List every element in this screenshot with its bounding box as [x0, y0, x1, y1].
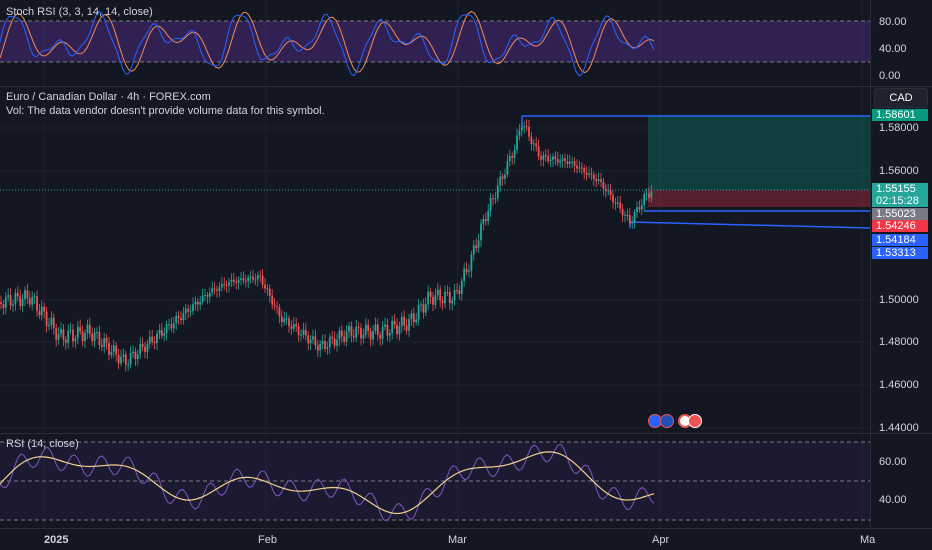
time-tick: 2025: [44, 534, 69, 546]
price-tick: 1.48000: [879, 336, 919, 348]
candles: [0, 119, 653, 372]
stoch-tick: 0.00: [879, 70, 901, 82]
currency-button[interactable]: CAD: [874, 88, 928, 108]
stoch-price-axis[interactable]: 80.00 40.00 0.00: [870, 0, 932, 86]
rsi-axis[interactable]: 60.00 40.00: [870, 434, 932, 528]
time-axis[interactable]: 2025 Feb Mar Apr Ma: [0, 529, 932, 550]
stoch-k-line: [0, 10, 655, 77]
target-zone: [648, 116, 870, 190]
bottom-line: [629, 221, 870, 229]
stop-zone: [648, 190, 870, 207]
rsi-title: RSI (14, close): [6, 438, 79, 450]
pane-separator[interactable]: [0, 433, 932, 434]
rsi-line: [0, 443, 655, 522]
stoch-tick: 40.00: [879, 43, 907, 55]
stoch-band: [0, 21, 870, 62]
countdown-tag: 02:15:28: [872, 195, 928, 207]
rsi-tick: 60.00: [879, 456, 907, 468]
blue-level-tag: 1.54184: [872, 234, 928, 246]
time-tick: Ma: [860, 534, 876, 546]
pane-separator: [0, 528, 932, 529]
price-tick: 1.50000: [879, 294, 919, 306]
stoch-tick: 80.00: [879, 16, 907, 28]
target-price-tag: 1.58601: [872, 109, 928, 121]
entry-price-tag: 1.55023: [872, 208, 928, 220]
stoch-rsi-pane[interactable]: Stoch RSI (3, 3, 14, 14, close): [0, 0, 870, 86]
time-tick: Mar: [448, 534, 467, 546]
blue-level-tag: 1.53313: [872, 247, 928, 259]
eu-flag-icon: [660, 414, 674, 428]
stoch-d-line: [0, 10, 655, 74]
last-price-tag: 1.55155: [872, 183, 928, 195]
rsi-tick: 40.00: [879, 494, 907, 506]
flag-icons[interactable]: [648, 413, 702, 429]
time-tick: Feb: [258, 534, 277, 546]
rsi-pane[interactable]: RSI (14, close): [0, 434, 870, 528]
pane-separator[interactable]: [0, 86, 932, 87]
symbol-title[interactable]: Euro / Canadian Dollar · 4h · FOREX.com: [6, 91, 211, 103]
stoch-rsi-title: Stoch RSI (3, 3, 14, 14, close): [6, 6, 153, 18]
ca-flag-icon: [688, 414, 702, 428]
price-chart: [0, 87, 870, 433]
price-tick: 1.56000: [879, 165, 919, 177]
price-axis[interactable]: 1.58000 1.56000 1.50000 1.48000 1.46000 …: [870, 87, 932, 434]
price-tick: 1.46000: [879, 379, 919, 391]
volume-note: Vol: The data vendor doesn't provide vol…: [6, 105, 325, 117]
rsi-plot: [0, 434, 870, 528]
rsi-ma-line: [0, 451, 655, 515]
stoch-rsi-plot: [0, 0, 870, 86]
stop-price-tag: 1.54246: [872, 220, 928, 232]
time-tick: Apr: [652, 534, 670, 546]
main-chart-pane[interactable]: Euro / Canadian Dollar · 4h · FOREX.com …: [0, 87, 870, 433]
price-tick: 1.58000: [879, 122, 919, 134]
price-tick: 1.44000: [879, 422, 919, 434]
